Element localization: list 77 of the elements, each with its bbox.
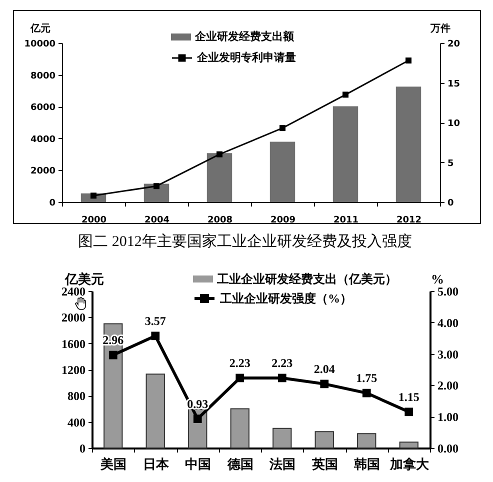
y2-tick-label: 20 bbox=[448, 40, 460, 50]
y-tick-label: 6000 bbox=[30, 103, 56, 114]
data-label: 1.15 bbox=[398, 390, 420, 404]
legend-label: 工业企业研发强度（%） bbox=[219, 292, 352, 306]
point bbox=[108, 350, 118, 360]
bar bbox=[399, 442, 418, 448]
point bbox=[362, 388, 371, 398]
x-tick-label: 2011 bbox=[333, 216, 359, 226]
y2-tick-label: 5.00 bbox=[438, 284, 458, 298]
legend-label: 工业企业研发经费支出（亿美元） bbox=[216, 272, 397, 286]
y2-axis-title: 万件 bbox=[430, 22, 450, 34]
point bbox=[406, 57, 412, 64]
y-tick-label: 1200 bbox=[62, 363, 86, 377]
y-tick-label: 4000 bbox=[30, 134, 56, 145]
point bbox=[280, 125, 286, 132]
y-tick-label: 2000 bbox=[62, 310, 86, 325]
chart-title: 图二 2012年主要国家工业企业研发经费及投入强度 bbox=[78, 233, 412, 250]
x-tick-label: 2004 bbox=[144, 216, 170, 226]
point bbox=[216, 151, 222, 158]
data-label: 2.23 bbox=[272, 356, 293, 370]
y-tick-label: 800 bbox=[68, 389, 86, 404]
legend-label: 企业研发经费支出额 bbox=[194, 30, 295, 43]
y2-tick-label: 3.00 bbox=[438, 347, 458, 362]
data-label: 1.75 bbox=[356, 371, 378, 386]
bar bbox=[314, 431, 334, 448]
bar bbox=[357, 433, 376, 448]
y-tick-label: 0 bbox=[80, 442, 86, 456]
x-tick-label: 中国 bbox=[185, 456, 212, 472]
y2-tick-label: 5 bbox=[448, 158, 454, 169]
y-tick-label: 0 bbox=[49, 198, 56, 208]
bar bbox=[270, 142, 296, 202]
bar bbox=[146, 374, 165, 448]
y-axis-title: 亿元 bbox=[30, 22, 50, 34]
bar bbox=[332, 106, 358, 202]
x-tick-label: 2009 bbox=[270, 216, 296, 226]
point bbox=[154, 183, 160, 190]
x-tick-label: 德国 bbox=[226, 456, 254, 472]
bar bbox=[104, 323, 123, 448]
x-tick-label: 法国 bbox=[268, 456, 296, 472]
point bbox=[193, 414, 202, 423]
y-tick-label: 2400 bbox=[62, 284, 86, 298]
y-tick-label: 10000 bbox=[24, 40, 56, 50]
y2-tick-label: 10 bbox=[448, 119, 460, 129]
data-label: 2.04 bbox=[314, 362, 335, 376]
x-tick-label: 日本 bbox=[142, 456, 170, 472]
bar bbox=[206, 153, 232, 202]
bar bbox=[230, 408, 250, 448]
x-tick-label: 加拿大 bbox=[388, 456, 430, 472]
y-tick-label: 2000 bbox=[30, 166, 56, 177]
point bbox=[342, 92, 348, 98]
x-tick-label: 美国 bbox=[100, 456, 127, 472]
x-tick-label: 2000 bbox=[81, 216, 107, 226]
y2-tick-label: 0 bbox=[448, 198, 454, 208]
bar bbox=[272, 428, 292, 448]
point bbox=[151, 332, 160, 340]
point bbox=[236, 374, 244, 382]
data-label: 2.23 bbox=[229, 356, 250, 370]
x-tick-label: 2008 bbox=[207, 216, 233, 226]
y2-tick-label: 1.00 bbox=[438, 410, 458, 424]
y-tick-label: 400 bbox=[68, 415, 86, 430]
y2-axis-title: % bbox=[431, 272, 444, 286]
y2-tick-label: 4.00 bbox=[438, 316, 458, 330]
x-tick-label: 韩国 bbox=[353, 456, 380, 472]
point bbox=[278, 374, 286, 382]
y-tick-label: 1600 bbox=[62, 336, 86, 351]
y-tick-label: 8000 bbox=[30, 71, 56, 82]
data-label: 3.57 bbox=[144, 314, 166, 328]
x-tick-label: 英国 bbox=[310, 456, 338, 472]
y-axis-title: 亿美元 bbox=[64, 272, 104, 286]
point bbox=[404, 408, 414, 416]
legend-label: 企业发明专利申请量 bbox=[196, 51, 296, 64]
y2-tick-label: 0.00 bbox=[438, 442, 458, 456]
bar bbox=[396, 86, 422, 202]
y2-tick-label: 2.00 bbox=[438, 378, 458, 393]
x-tick-label: 2012 bbox=[396, 216, 422, 226]
y2-tick-label: 15 bbox=[448, 79, 460, 90]
point bbox=[320, 380, 329, 388]
